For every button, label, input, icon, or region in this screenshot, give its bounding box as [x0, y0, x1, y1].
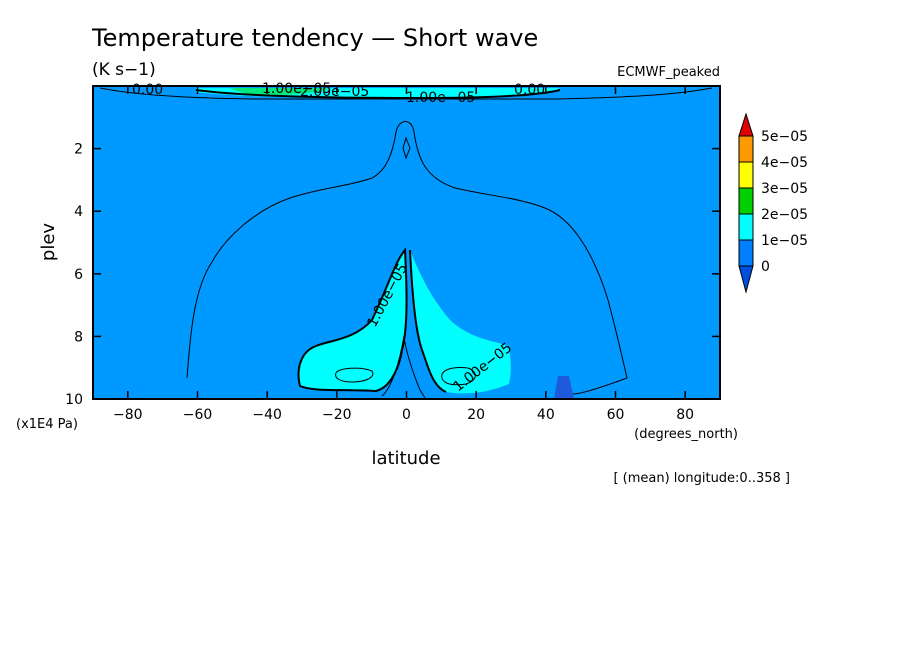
contour-1e-05-top	[195, 89, 561, 100]
x-tick-label: 60	[607, 407, 625, 423]
chart-title: Temperature tendency — Short wave	[91, 24, 538, 52]
field-region-negative	[554, 376, 574, 399]
contour-1e-05-right	[409, 249, 447, 393]
y-tick-label: 10	[65, 392, 83, 408]
y-tick-label: 2	[74, 142, 83, 158]
colorbar-label: 3e−05	[761, 181, 808, 197]
field-region-1e-05-right	[410, 250, 511, 394]
x-tick-label: −60	[183, 407, 213, 423]
colorbar: 0 1e−05 2e−05 3e−05 4e−05 5e−05	[738, 112, 808, 294]
x-tick-label: −40	[252, 407, 282, 423]
x-tick-label: 20	[467, 407, 485, 423]
x-tick-label: 0	[402, 407, 411, 423]
units-label: (K s−1)	[92, 60, 156, 80]
contour-inner-left	[335, 367, 374, 383]
field-region-1e-05-left	[298, 250, 407, 391]
contour-zero-outer	[186, 121, 628, 395]
plot-area: 0.00 0.00 1.00e−05 2.00e−05 1.00e−05 1.0…	[92, 81, 721, 400]
x-tick-label: −20	[322, 407, 352, 423]
x-tick-label: 80	[676, 407, 694, 423]
colorbar-segment	[738, 187, 754, 215]
field-band-top-2e-05	[230, 88, 330, 95]
contour-label-zero-right: 0.00	[514, 82, 545, 98]
colorbar-label: 0	[761, 259, 770, 275]
y-tick-label: 6	[74, 267, 83, 283]
y-tick-label: 8	[74, 329, 83, 345]
contour-1e-05-left	[297, 247, 408, 393]
x-tick-label: −80	[113, 407, 143, 423]
contour-label-zero-left: 0.00	[132, 82, 163, 98]
colorbar-segment	[738, 135, 754, 163]
y-unit-label: (x1E4 Pa)	[16, 417, 78, 432]
colorbar-segment	[738, 161, 754, 189]
colorbar-label: 5e−05	[761, 129, 808, 145]
colorbar-segment	[738, 213, 754, 241]
contour-label-top-b: 2.00e−05	[300, 84, 369, 100]
y-axis-label: plev	[38, 223, 59, 262]
dataset-label: ECMWF_peaked	[617, 65, 720, 80]
colorbar-label: 4e−05	[761, 155, 808, 171]
y-axis: 2 4 6 8 10	[65, 142, 720, 408]
contour-label-top-c: 1.00e−05	[406, 90, 475, 106]
colorbar-bottom-triangle	[738, 265, 754, 294]
colorbar-label: 1e−05	[761, 233, 808, 249]
contour-inner-right	[441, 367, 476, 386]
x-unit-label: (degrees_north)	[634, 427, 738, 442]
colorbar-label: 2e−05	[761, 207, 808, 223]
colorbar-top-triangle	[738, 112, 754, 137]
x-axis: −80 −60 −40 −20 0 20 40 60 80	[113, 86, 694, 423]
contour-small-loop	[402, 136, 411, 160]
contour-zero-top	[99, 87, 713, 100]
x-tick-label: 40	[537, 407, 555, 423]
subtitle-label: [ (mean) longitude:0..358 ]	[613, 471, 790, 486]
y-tick-label: 4	[74, 204, 83, 220]
contour-lines-1e-05	[195, 89, 561, 393]
x-axis-label: latitude	[371, 448, 440, 469]
colorbar-segment	[738, 239, 754, 267]
